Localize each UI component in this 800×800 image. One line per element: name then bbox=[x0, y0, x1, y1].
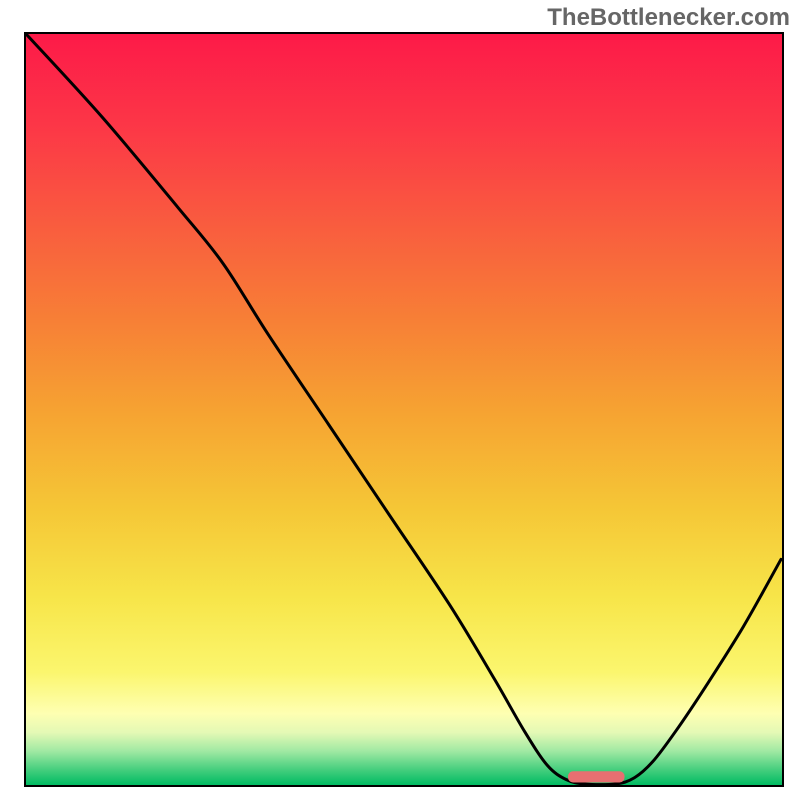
plot-svg bbox=[0, 0, 800, 800]
chart-frame: TheBottlenecker.com bbox=[0, 0, 800, 800]
plot-background bbox=[26, 34, 782, 785]
optimal-marker bbox=[568, 771, 625, 782]
